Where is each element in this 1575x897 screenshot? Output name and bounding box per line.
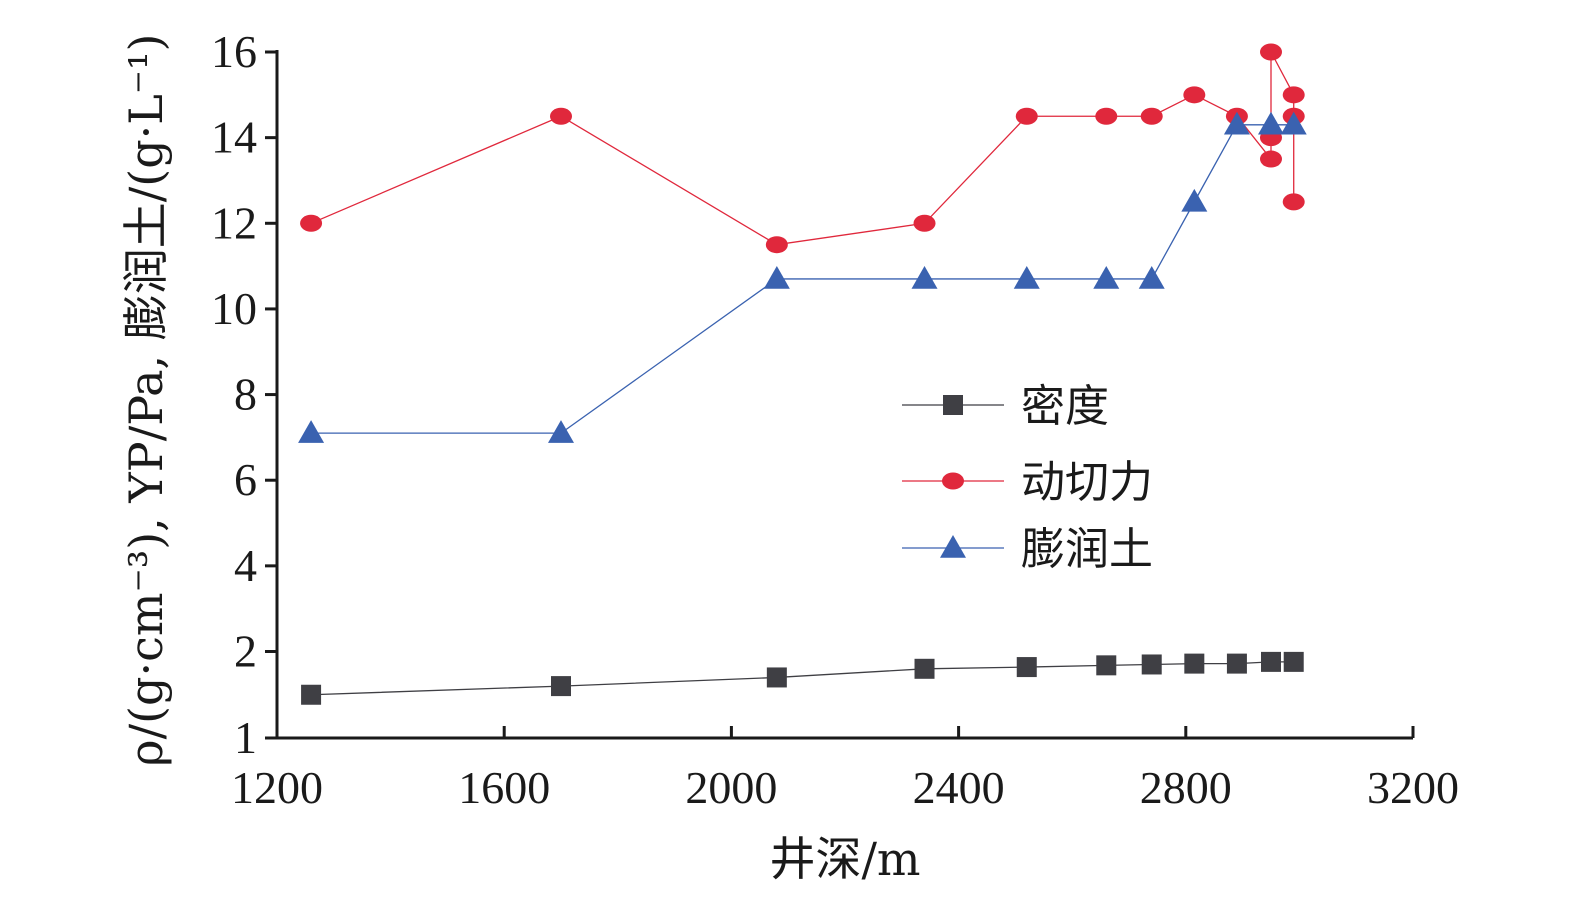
y-tick-label: 10	[211, 283, 257, 334]
x-tick-label: 2400	[913, 762, 1005, 813]
y-tick-label: 14	[211, 112, 257, 163]
x-tick-label: 3200	[1367, 762, 1459, 813]
y-tick-label: 4	[234, 540, 257, 591]
data-point-triangle	[548, 420, 574, 443]
legend-marker-triangle	[940, 535, 966, 558]
legend-label-triangle: 膨润土	[1021, 524, 1153, 575]
x-tick-label: 2000	[685, 762, 777, 813]
data-point-circle	[1260, 150, 1282, 168]
x-tick-label: 1200	[231, 762, 323, 813]
data-point-square	[1096, 655, 1117, 676]
y-tick-label: 1	[234, 712, 257, 763]
data-point-circle	[1140, 107, 1163, 125]
data-point-circle	[1183, 86, 1206, 104]
data-point-triangle	[1138, 265, 1165, 289]
data-point-circle	[765, 236, 788, 254]
data-point-triangle	[298, 420, 325, 443]
data-point-square	[1283, 651, 1304, 672]
series-layer	[298, 43, 1307, 705]
x-axis-title: 井深/m	[769, 832, 920, 886]
y-tick-label: 6	[234, 454, 257, 505]
data-point-circle	[550, 107, 572, 125]
y-tick-label: 2	[234, 626, 257, 677]
y-tick-label: 8	[234, 369, 257, 420]
data-point-triangle	[1181, 188, 1208, 212]
data-point-circle	[300, 214, 323, 232]
data-point-square	[301, 684, 322, 705]
data-point-square	[551, 676, 571, 697]
data-point-square	[1016, 657, 1037, 678]
data-point-triangle	[763, 265, 790, 289]
x-tick-label: 2800	[1140, 762, 1232, 813]
series-triangle	[298, 111, 1307, 443]
legend-marker-circle	[942, 472, 964, 490]
data-point-circle	[913, 214, 936, 232]
legend-marker-square	[943, 395, 963, 415]
data-point-circle	[1015, 107, 1038, 125]
data-point-triangle	[1258, 111, 1284, 135]
series-line-circle	[310, 51, 1295, 246]
data-point-circle	[1282, 193, 1305, 211]
data-point-circle	[1260, 43, 1282, 61]
y-tick-label: 16	[211, 26, 257, 77]
legend-label-circle: 动切力	[1021, 457, 1153, 508]
x-tick-label: 1600	[458, 762, 550, 813]
series-square	[301, 651, 1304, 705]
legend-label-square: 密度	[1021, 381, 1109, 432]
data-point-square	[1226, 653, 1247, 674]
data-point-circle	[1282, 86, 1305, 104]
data-point-square	[766, 667, 787, 688]
data-point-square	[914, 658, 935, 679]
data-point-triangle	[1093, 265, 1120, 289]
y-axis-title: ρ/(g·cm⁻³), YP/Pa, 膨润土/(g·L⁻¹)	[119, 34, 173, 767]
data-point-square	[1141, 654, 1162, 675]
data-point-circle	[1095, 107, 1118, 125]
data-point-triangle	[1280, 111, 1307, 135]
data-point-square	[1184, 653, 1205, 674]
y-tick-label: 12	[211, 197, 257, 248]
data-point-triangle	[1223, 111, 1250, 135]
data-point-triangle	[1013, 265, 1040, 289]
series-circle	[300, 43, 1305, 254]
data-point-square	[1261, 651, 1281, 672]
data-point-triangle	[911, 265, 938, 289]
